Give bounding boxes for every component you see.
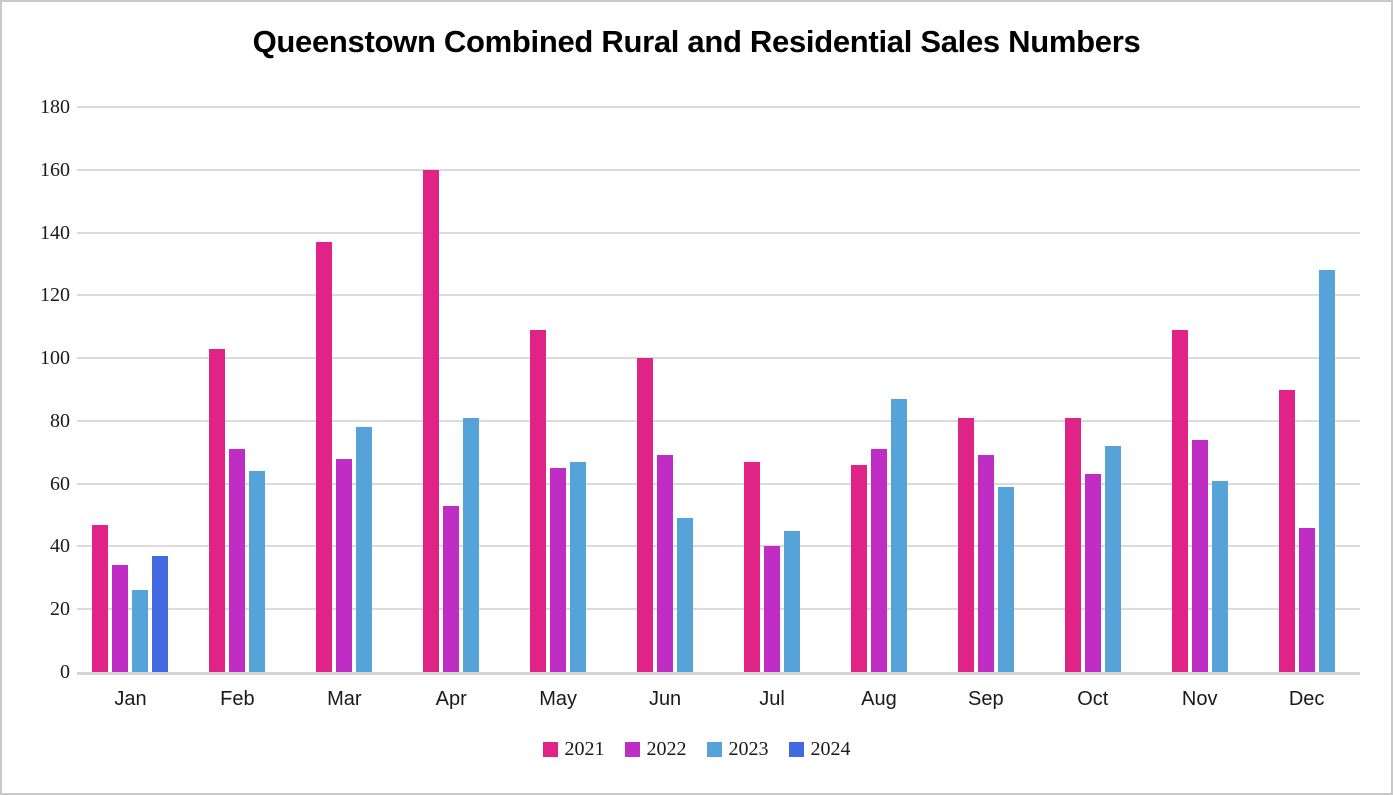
bar-2022-jun [657, 455, 674, 672]
bar-group-jan [77, 107, 184, 672]
gridline-20 [77, 608, 1360, 611]
y-axis-tick-label-20: 20 [50, 598, 70, 621]
bar-2023-apr [463, 417, 480, 672]
bar-2023-nov [1211, 480, 1228, 672]
bar-2021-jan [92, 524, 109, 672]
x-axis-label-jul: Jul [759, 688, 785, 710]
bar-group-dec [1253, 107, 1360, 672]
bar-group-nov [1146, 107, 1253, 672]
bar-2022-nov [1191, 439, 1208, 672]
bar-2023-aug [890, 398, 907, 672]
plot-area [77, 106, 1360, 675]
legend-item-2022: 2022 [624, 738, 687, 760]
bar-2023-oct [1104, 446, 1121, 672]
gridline-60 [77, 482, 1360, 485]
bar-2023-jul [783, 530, 800, 672]
chart-title: Queenstown Combined Rural and Residentia… [252, 24, 1141, 59]
bar-group-sep [932, 107, 1039, 672]
x-axis-label-mar: Mar [327, 688, 362, 710]
bar-2022-oct [1084, 474, 1101, 672]
bar-group-jul [719, 107, 826, 672]
x-axis-label-dec: Dec [1288, 688, 1325, 710]
legend-label-2022: 2022 [646, 738, 687, 760]
x-axis-label-nov: Nov [1181, 688, 1218, 710]
legend-swatch-2021 [542, 741, 558, 757]
gridline-160 [77, 168, 1360, 171]
x-axis-label-sep: Sep [968, 688, 1004, 710]
x-axis: Jan Feb Mar Apr May Jun Jul Aug Sep Oct Nov Dec [77, 688, 1360, 711]
legend-swatch-2023 [706, 741, 722, 757]
bar-2022-may [550, 468, 567, 672]
y-axis-tick-label-180: 180 [40, 96, 70, 118]
bar-2022-mar [336, 458, 353, 672]
legend: 2021 2022 2023 2024 [2, 739, 1391, 759]
bar-2021-dec [1278, 389, 1295, 672]
bar-2022-jul [763, 546, 780, 672]
gridline-140 [77, 231, 1360, 234]
bar-group-feb [184, 107, 291, 672]
gridline-40 [77, 545, 1360, 548]
legend-item-2023: 2023 [706, 738, 769, 760]
bar-group-jun [612, 107, 719, 672]
bar-2023-feb [249, 471, 266, 672]
x-axis-label-jan: Jan [114, 688, 147, 710]
gridline-100 [77, 357, 1360, 360]
y-axis-tick-label-60: 60 [50, 472, 70, 495]
bar-2023-dec [1318, 270, 1335, 672]
bar-2021-apr [423, 169, 440, 672]
bar-2022-aug [870, 449, 887, 672]
legend-item-2021: 2021 [542, 738, 605, 760]
bar-group-may [505, 107, 612, 672]
bar-2021-may [530, 329, 547, 672]
bar-2022-jan [112, 565, 129, 672]
gridline-120 [77, 294, 1360, 297]
bar-2023-jan [132, 590, 149, 672]
y-axis-tick-label-100: 100 [40, 347, 70, 370]
y-axis-tick-label-120: 120 [40, 284, 70, 307]
gridline-80 [77, 419, 1360, 422]
bar-2023-may [570, 461, 587, 672]
legend-swatch-2022 [624, 741, 640, 757]
y-axis-tick-label-40: 40 [50, 535, 70, 558]
legend-label-2023: 2023 [728, 738, 769, 760]
bar-2024-jan [152, 555, 169, 672]
bar-2023-sep [997, 486, 1014, 672]
y-axis-tick-label-0: 0 [60, 661, 70, 683]
bar-2021-jun [637, 358, 654, 672]
bar-group-apr [398, 107, 505, 672]
bar-2021-aug [850, 464, 867, 672]
x-axis-label-apr: Apr [435, 688, 467, 710]
legend-label-2024: 2024 [810, 738, 851, 760]
x-axis-label-feb: Feb [220, 688, 255, 710]
x-axis-label-may: May [539, 688, 578, 710]
y-axis: 0 20 40 60 80 100 120 140 160 180 [2, 2, 70, 793]
legend-item-2024: 2024 [788, 738, 851, 760]
legend-label-2021: 2021 [564, 738, 605, 760]
bar-2021-oct [1064, 417, 1081, 672]
bars-layer [77, 107, 1360, 672]
bar-2021-feb [209, 348, 226, 672]
bar-2021-mar [316, 242, 333, 672]
bar-2023-jun [677, 518, 694, 672]
bar-group-oct [1039, 107, 1146, 672]
x-axis-label-jun: Jun [648, 688, 682, 710]
y-axis-tick-label-140: 140 [40, 221, 70, 244]
bar-group-mar [291, 107, 398, 672]
x-axis-label-oct: Oct [1077, 688, 1109, 710]
y-axis-tick-label-80: 80 [50, 409, 70, 432]
bar-2021-sep [957, 417, 974, 672]
bar-2023-mar [356, 427, 373, 672]
bar-group-aug [825, 107, 932, 672]
gridline-180 [77, 106, 1360, 108]
legend-swatch-2024 [788, 741, 804, 757]
bar-2021-nov [1171, 329, 1188, 672]
bar-2022-apr [443, 505, 460, 672]
bar-2022-sep [977, 455, 994, 672]
x-axis-label-aug: Aug [861, 688, 897, 710]
bar-2022-feb [229, 449, 246, 672]
bar-2021-jul [743, 461, 760, 672]
bar-2022-dec [1298, 527, 1315, 672]
y-axis-tick-label-160: 160 [40, 158, 70, 181]
